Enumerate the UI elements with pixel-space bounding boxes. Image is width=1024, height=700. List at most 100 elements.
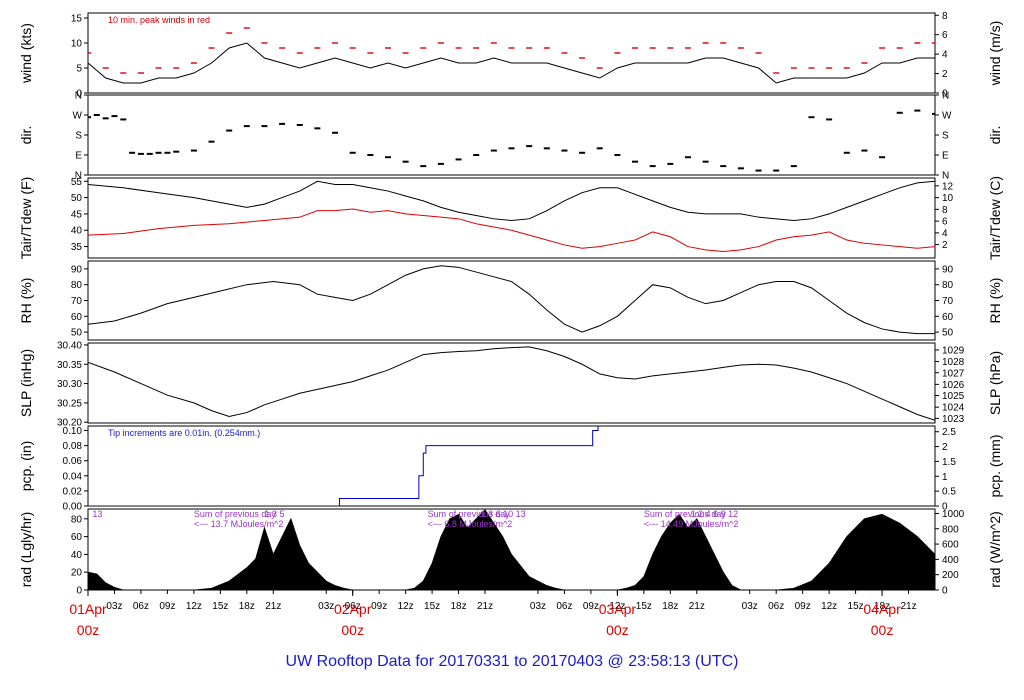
pcp-right-tick-label: 2 bbox=[942, 442, 948, 453]
dir-left-tick-label: N bbox=[75, 91, 82, 102]
x-day-label: 01Apr bbox=[69, 601, 107, 617]
slp-left-tick-label: 30.40 bbox=[57, 340, 82, 351]
rad-right-tick-label: 600 bbox=[942, 540, 959, 551]
rh-frame bbox=[87, 260, 936, 341]
wind-right-tick-label: 6 bbox=[942, 30, 948, 41]
x-tick-label: 18z bbox=[239, 601, 255, 612]
rad-right-tick-label: 200 bbox=[942, 570, 959, 581]
rh-right-tick-label: 50 bbox=[942, 328, 954, 339]
rad-annotation: 1 3 6 10 13 bbox=[481, 509, 526, 519]
x-day-hour-label: 00z bbox=[871, 622, 894, 638]
x-tick-label: 12z bbox=[186, 601, 202, 612]
wind-right-tick-label: 4 bbox=[942, 50, 948, 61]
rad-annotation: Sum of previous day bbox=[428, 509, 511, 519]
dir-right-tick-label: W bbox=[942, 111, 952, 122]
rad-ylabel-right: rad (W/m^2) bbox=[987, 511, 1003, 588]
pcp-frame bbox=[87, 425, 936, 507]
rh-left-tick-label: 60 bbox=[71, 312, 83, 323]
slp-left-tick-label: 30.30 bbox=[57, 379, 82, 390]
pcp-right-tick-label: 1 bbox=[942, 472, 948, 483]
wind-left-tick-label: 5 bbox=[76, 64, 82, 75]
wind-series-0 bbox=[88, 42, 935, 84]
x-tick-label: 03z bbox=[318, 601, 334, 612]
rh-right-tick-label: 80 bbox=[942, 280, 954, 291]
x-tick-label: 06z bbox=[556, 601, 572, 612]
x-tick-label: 12z bbox=[609, 601, 625, 612]
dir-frame bbox=[87, 94, 936, 176]
x-tick-label: 18z bbox=[662, 601, 678, 612]
x-tick-label: 06z bbox=[133, 601, 149, 612]
x-tick-label: 15z bbox=[848, 601, 864, 612]
slp-ylabel-right: SLP (hPa) bbox=[987, 351, 1003, 415]
rad-annotation: Sum of previous day bbox=[194, 509, 277, 519]
slp-frame bbox=[87, 342, 936, 424]
temp-left-tick-label: 35 bbox=[71, 242, 83, 253]
pcp-right-tick-label: 0.5 bbox=[942, 487, 956, 498]
rad-right-tick-label: 400 bbox=[942, 555, 959, 566]
pcp-left-tick-label: 0.04 bbox=[63, 471, 83, 482]
rad-annotation: <--- 14.49 MJoules/m^2 bbox=[644, 519, 739, 529]
rad-series-0 bbox=[88, 509, 935, 590]
slp-right-tick-label: 1023 bbox=[942, 414, 965, 425]
x-axis: 03z 06z 09z 12z 15z 18z 21z 03z 06z 09z 12z 15z 18z 2… bbox=[69, 590, 917, 638]
temp-series-group bbox=[88, 180, 935, 252]
x-tick-label: 15z bbox=[212, 601, 228, 612]
dir-right-tick-label: N bbox=[942, 91, 949, 102]
pcp-ylabel-left: pcp. (in) bbox=[18, 441, 34, 492]
pcp-right-tick-label: 0 bbox=[942, 502, 948, 513]
panel-wind: 0 5 10 15 0 2 4 6 8 wind (kts) wind (m/s) 10 min. p… bbox=[18, 11, 1003, 100]
x-tick-label: 06z bbox=[768, 601, 784, 612]
x-tick-label: 21z bbox=[265, 601, 281, 612]
temp-ylabel-left: Tair/Tdew (F) bbox=[18, 177, 34, 259]
temp-right-tick-label: 10 bbox=[942, 193, 954, 204]
x-day-label: 03Apr bbox=[599, 601, 637, 617]
slp-left-tick-label: 30.35 bbox=[57, 360, 82, 371]
pcp-right-tick-label: 2.5 bbox=[942, 427, 956, 438]
chart-title: UW Rooftop Data for 20170331 to 20170403… bbox=[286, 653, 739, 670]
panel-slp: 30.2030.2530.3030.3530.40102310241025102… bbox=[18, 340, 1003, 428]
rad-ylabel-left: rad (Lgly/hr) bbox=[18, 512, 34, 587]
panel-pcp: 0.00 0.02 0.04 0.06 0.08 0.10 0 0.5 1 1.5 2 2.5 pcp.… bbox=[18, 425, 1003, 513]
dir-left-tick-label: E bbox=[75, 151, 82, 162]
temp-right-tick-label: 4 bbox=[942, 228, 948, 239]
rh-right-tick-label: 60 bbox=[942, 312, 954, 323]
x-tick-label: 09z bbox=[795, 601, 811, 612]
slp-right-tick-label: 1027 bbox=[942, 368, 965, 379]
rad-right-tick-label: 0 bbox=[942, 586, 948, 597]
wind-right-tick-label: 2 bbox=[942, 69, 948, 80]
temp-left-tick-label: 50 bbox=[71, 193, 83, 204]
rad-annotation: <--- 6.8 MJoules/m^2 bbox=[428, 519, 512, 529]
rad-left-tick-label: 0 bbox=[76, 586, 82, 597]
x-tick-label: 21z bbox=[689, 601, 705, 612]
slp-right-tick-label: 1029 bbox=[942, 345, 965, 356]
x-tick-label: 15z bbox=[424, 601, 440, 612]
rad-left-tick-label: 40 bbox=[71, 550, 83, 561]
temp-right-tick-label: 12 bbox=[942, 181, 954, 192]
wind-annotation: 10 min. peak winds in red bbox=[108, 15, 210, 25]
pcp-left-tick-label: 0.02 bbox=[63, 486, 83, 497]
rh-left-tick-label: 80 bbox=[71, 280, 83, 291]
wind-ylabel-right: wind (m/s) bbox=[987, 21, 1003, 87]
x-day-label: 04Apr bbox=[863, 601, 901, 617]
wind-ylabel-left: wind (kts) bbox=[18, 23, 34, 84]
x-day-hour-label: 00z bbox=[77, 622, 100, 638]
x-tick-label: 15z bbox=[636, 601, 652, 612]
x-tick-label: 12z bbox=[821, 601, 837, 612]
pcp-left-tick-label: 0.10 bbox=[63, 426, 83, 437]
temp-left-tick-label: 40 bbox=[71, 226, 83, 237]
x-tick-label: 21z bbox=[477, 601, 493, 612]
dir-left-tick-label: N bbox=[75, 171, 82, 182]
wind-left-tick-label: 15 bbox=[71, 14, 83, 25]
rad-right-tick-label: 1000 bbox=[942, 509, 965, 520]
slp-ylabel-left: SLP (inHg) bbox=[18, 349, 34, 417]
x-tick-label: 18z bbox=[874, 601, 890, 612]
rh-ylabel-left: RH (%) bbox=[18, 278, 34, 324]
temp-frame bbox=[87, 177, 936, 259]
rad-annotation: Sum of previous day bbox=[644, 509, 727, 519]
rad-left-tick-label: 80 bbox=[71, 514, 83, 525]
wind-left-tick-label: 10 bbox=[71, 39, 83, 50]
rad-annotation: 1 2 4 6 9 12 bbox=[691, 509, 739, 519]
temp-right-tick-label: 2 bbox=[942, 240, 948, 251]
dir-series-group bbox=[88, 109, 935, 172]
